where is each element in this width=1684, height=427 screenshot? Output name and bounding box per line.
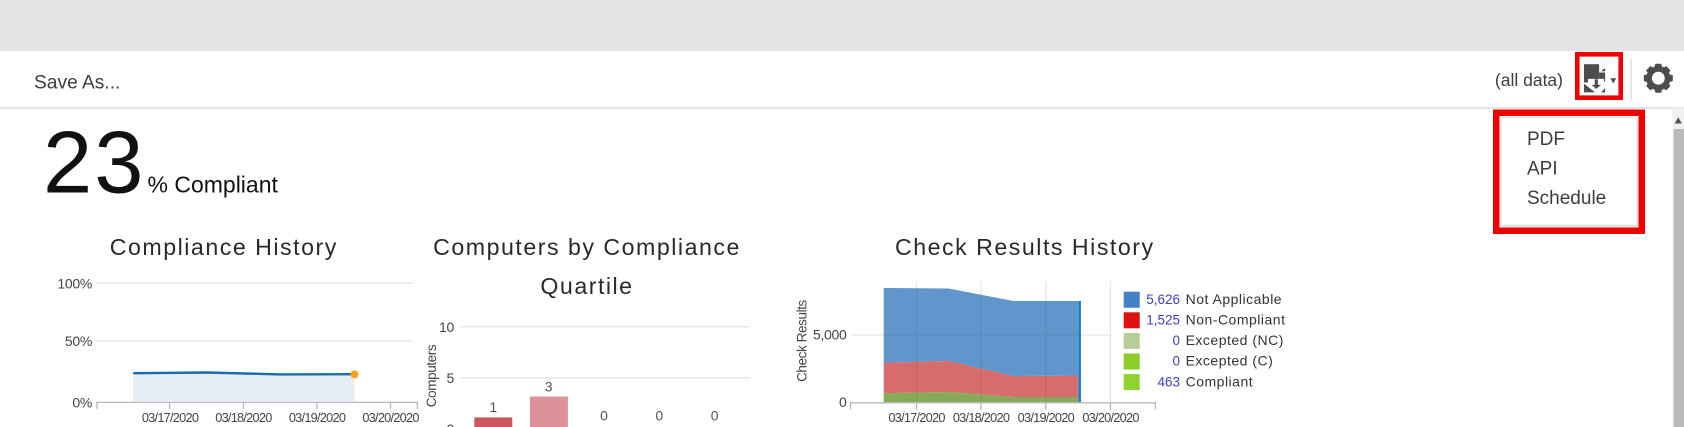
svg-text:Schedule: Schedule — [1527, 188, 1606, 209]
svg-text:03/20/2020: 03/20/2020 — [1082, 410, 1139, 425]
svg-text:0: 0 — [711, 408, 719, 424]
svg-text:Compliance History: Compliance History — [110, 234, 338, 260]
svg-text:03/18/2020: 03/18/2020 — [953, 410, 1010, 425]
svg-text:0: 0 — [1172, 354, 1180, 369]
svg-text:Quartile: Quartile — [540, 273, 633, 299]
svg-text:50%: 50% — [65, 333, 92, 349]
svg-text:5,000: 5,000 — [813, 326, 847, 342]
svg-text:5: 5 — [447, 370, 455, 386]
svg-text:PDF: PDF — [1527, 129, 1565, 150]
svg-text:03/19/2020: 03/19/2020 — [1018, 410, 1075, 425]
svg-text:(all data): (all data) — [1495, 70, 1563, 90]
svg-text:463: 463 — [1157, 374, 1180, 389]
svg-text:Excepted (NC): Excepted (NC) — [1186, 332, 1284, 348]
svg-text:API: API — [1527, 159, 1558, 180]
svg-text:10: 10 — [439, 319, 454, 335]
svg-text:Computers by Compliance: Computers by Compliance — [433, 234, 741, 260]
svg-text:1: 1 — [489, 399, 497, 415]
svg-text:23: 23 — [43, 112, 145, 211]
svg-text:Excepted (C): Excepted (C) — [1186, 353, 1274, 369]
svg-text:Non-Compliant: Non-Compliant — [1186, 312, 1286, 328]
svg-text:Save As...: Save As... — [34, 73, 120, 94]
svg-text:Not Applicable: Not Applicable — [1186, 291, 1283, 307]
svg-text:Compliant: Compliant — [1186, 373, 1254, 389]
svg-text:Check Results History: Check Results History — [895, 234, 1155, 260]
svg-text:Check Results: Check Results — [794, 299, 809, 381]
svg-text:Computers: Computers — [424, 344, 439, 407]
svg-text:100%: 100% — [57, 275, 92, 291]
svg-text:0: 0 — [447, 421, 455, 427]
svg-text:03/18/2020: 03/18/2020 — [215, 410, 272, 425]
svg-text:03/17/2020: 03/17/2020 — [888, 410, 945, 425]
svg-text:03/17/2020: 03/17/2020 — [142, 410, 199, 425]
svg-text:5,626: 5,626 — [1146, 292, 1180, 307]
svg-text:1,525: 1,525 — [1146, 313, 1180, 328]
svg-text:0: 0 — [600, 408, 608, 424]
svg-text:03/19/2020: 03/19/2020 — [289, 410, 346, 425]
svg-text:03/20/2020: 03/20/2020 — [362, 410, 419, 425]
svg-text:0: 0 — [839, 394, 847, 410]
svg-text:3: 3 — [545, 378, 553, 394]
svg-text:0: 0 — [655, 408, 663, 424]
svg-text:0: 0 — [1172, 333, 1180, 348]
svg-text:% Compliant: % Compliant — [148, 171, 279, 197]
svg-text:0%: 0% — [72, 395, 92, 411]
